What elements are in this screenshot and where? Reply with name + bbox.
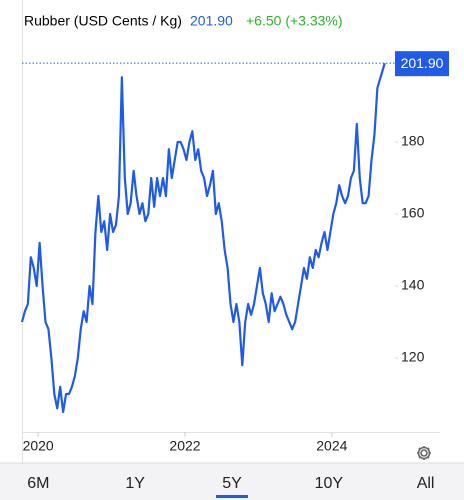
x-tick-label: 2024 [316,438,347,454]
last-price-box [395,51,449,77]
y-tick-label: 120 [401,349,425,365]
settings-icon[interactable] [417,446,431,460]
price: 201.90 [190,13,233,29]
selected-tab-underline [216,495,248,498]
x-tick-label: 2022 [169,438,200,454]
gear-hole [420,449,428,457]
timeframe-tab[interactable]: 1Y [125,475,145,492]
timeframe-tab[interactable]: All [417,475,435,492]
tab-bar [0,463,464,500]
timeframe-tab[interactable]: 6M [27,475,49,492]
price-change: +6.50 (+3.33%) [246,13,343,29]
x-tick-label: 2020 [23,438,54,454]
last-price-label: 201.90 [401,55,444,71]
gear-ring [417,446,431,460]
y-tick-label: 160 [401,205,425,221]
chart-title: Rubber (USD Cents / Kg) [24,13,182,29]
price-line [20,62,386,414]
timeframe-tab[interactable]: 5Y [222,475,242,492]
y-tick-label: 180 [401,133,425,149]
timeframe-tab[interactable]: 10Y [315,475,344,492]
y-tick-label: 140 [401,277,425,293]
